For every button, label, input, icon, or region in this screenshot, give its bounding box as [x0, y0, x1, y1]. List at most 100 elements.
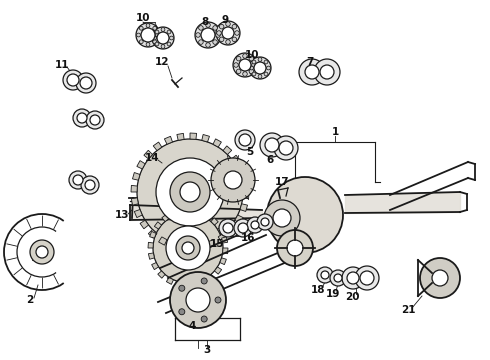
Polygon shape: [218, 233, 227, 242]
Polygon shape: [238, 166, 245, 175]
Circle shape: [252, 72, 256, 76]
Polygon shape: [218, 226, 224, 234]
Polygon shape: [227, 225, 236, 234]
Circle shape: [252, 60, 256, 64]
Circle shape: [170, 172, 210, 212]
Circle shape: [264, 72, 268, 76]
Polygon shape: [182, 208, 188, 213]
Polygon shape: [172, 210, 178, 216]
Circle shape: [157, 32, 169, 44]
Circle shape: [232, 37, 237, 42]
Circle shape: [342, 267, 364, 289]
Circle shape: [254, 62, 266, 74]
Circle shape: [223, 223, 233, 233]
Circle shape: [273, 209, 291, 227]
Circle shape: [182, 242, 194, 254]
Polygon shape: [222, 248, 228, 254]
Circle shape: [243, 72, 247, 76]
Circle shape: [139, 40, 143, 44]
Polygon shape: [134, 210, 142, 217]
Polygon shape: [162, 214, 169, 221]
Circle shape: [258, 58, 262, 62]
Circle shape: [141, 28, 155, 42]
Circle shape: [233, 53, 257, 77]
Text: 3: 3: [203, 345, 211, 355]
Circle shape: [86, 111, 104, 129]
Polygon shape: [198, 280, 205, 286]
Polygon shape: [235, 215, 243, 224]
Circle shape: [196, 33, 200, 37]
Circle shape: [161, 45, 165, 48]
Polygon shape: [215, 267, 221, 274]
Text: 6: 6: [267, 155, 273, 165]
Text: 1: 1: [331, 127, 339, 137]
Text: 12: 12: [155, 57, 169, 67]
Circle shape: [249, 66, 253, 70]
Polygon shape: [149, 231, 156, 238]
Circle shape: [260, 133, 284, 157]
Circle shape: [30, 240, 54, 264]
Text: 11: 11: [55, 60, 69, 70]
Circle shape: [201, 316, 207, 322]
Polygon shape: [211, 218, 218, 225]
Polygon shape: [153, 142, 162, 150]
Circle shape: [216, 21, 240, 45]
Wedge shape: [42, 230, 69, 274]
Circle shape: [63, 70, 83, 90]
Circle shape: [267, 177, 343, 253]
Circle shape: [220, 24, 224, 29]
Circle shape: [176, 236, 200, 260]
Polygon shape: [154, 222, 162, 229]
Circle shape: [146, 42, 150, 46]
Text: 14: 14: [145, 153, 159, 163]
Circle shape: [222, 27, 234, 39]
Polygon shape: [151, 262, 159, 270]
Circle shape: [299, 59, 325, 85]
Polygon shape: [148, 253, 154, 259]
Polygon shape: [243, 192, 249, 199]
Circle shape: [170, 36, 173, 40]
Circle shape: [251, 221, 259, 229]
Circle shape: [153, 213, 223, 283]
Text: 15: 15: [210, 239, 224, 249]
Polygon shape: [183, 245, 190, 251]
Circle shape: [153, 26, 157, 30]
Text: 21: 21: [401, 305, 415, 315]
Polygon shape: [158, 271, 165, 278]
Circle shape: [85, 180, 95, 190]
Polygon shape: [221, 237, 227, 243]
Circle shape: [249, 57, 271, 79]
Circle shape: [321, 271, 329, 279]
Polygon shape: [167, 278, 173, 284]
Polygon shape: [242, 179, 248, 186]
Circle shape: [201, 28, 215, 42]
Polygon shape: [137, 161, 145, 169]
Circle shape: [213, 40, 218, 44]
Text: 5: 5: [246, 147, 254, 157]
Text: 10: 10: [245, 50, 259, 60]
Circle shape: [152, 27, 174, 49]
Circle shape: [180, 182, 200, 202]
Circle shape: [73, 175, 83, 185]
Circle shape: [265, 138, 279, 152]
Circle shape: [67, 74, 79, 86]
Circle shape: [247, 217, 263, 233]
Circle shape: [264, 200, 300, 236]
Circle shape: [77, 113, 87, 123]
Text: 4: 4: [188, 321, 196, 331]
Circle shape: [235, 130, 255, 150]
Circle shape: [213, 26, 218, 30]
Circle shape: [236, 69, 241, 74]
Polygon shape: [165, 136, 172, 144]
Polygon shape: [202, 135, 210, 142]
Polygon shape: [196, 244, 203, 251]
Circle shape: [136, 23, 160, 47]
Circle shape: [206, 23, 210, 27]
Circle shape: [198, 40, 203, 44]
Circle shape: [155, 30, 159, 34]
Circle shape: [258, 75, 262, 78]
Polygon shape: [131, 198, 138, 205]
Polygon shape: [140, 220, 148, 229]
Text: 2: 2: [26, 295, 34, 305]
Circle shape: [170, 272, 226, 328]
